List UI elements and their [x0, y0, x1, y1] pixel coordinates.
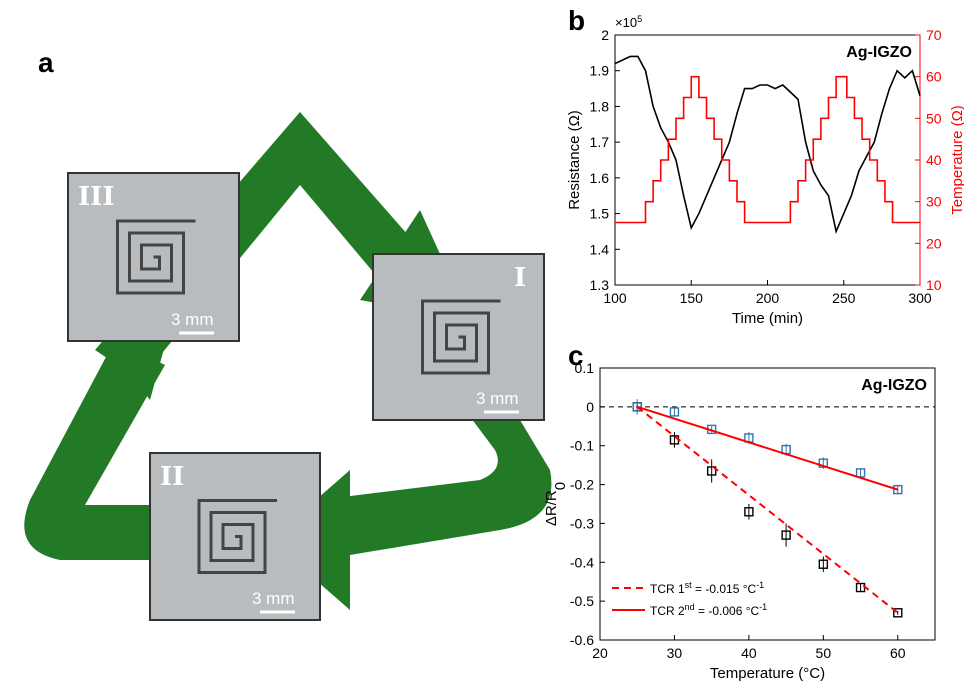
text-part: -1 [759, 602, 767, 612]
photo-label: II [160, 462, 184, 492]
y-tick-label: -0.4 [570, 554, 594, 570]
text-part: 0 [552, 482, 569, 490]
x-tick-label: 50 [816, 645, 832, 661]
x-tick-label: 150 [680, 290, 704, 306]
y2-tick-label: 20 [926, 235, 942, 251]
text-part: TCR 1 [650, 582, 685, 596]
y-tick-label: -0.1 [570, 438, 594, 454]
x-tick-label: 30 [667, 645, 683, 661]
y2-tick-label: 10 [926, 277, 942, 293]
y2-tick-label: 50 [926, 110, 942, 126]
photo-label: I [514, 263, 526, 293]
text-part: 5 [637, 14, 642, 24]
fit-line [637, 407, 898, 490]
y2-tick-label: 60 [926, 69, 942, 85]
y-tick-label: 0.1 [575, 360, 595, 376]
figure: a b c III3 mmI3 mmII3 mm1001502002503001… [0, 0, 964, 686]
scale-label: 3 mm [476, 389, 519, 408]
text-part: -1 [756, 580, 764, 590]
x-tick-label: 250 [832, 290, 856, 306]
text-part: TCR 2 [650, 604, 685, 618]
annotation: Ag-IGZO [846, 44, 912, 61]
plot-frame [600, 368, 935, 640]
series-line [615, 77, 920, 223]
spiral [199, 501, 277, 573]
y-tick-label: 1.9 [590, 63, 610, 79]
y2-tick-label: 70 [926, 27, 942, 43]
x-axis-label: Time (min) [732, 310, 803, 327]
y-tick-label: 1.5 [590, 206, 610, 222]
x-tick-label: 40 [741, 645, 757, 661]
panel-label: b [568, 5, 585, 36]
y-tick-label: 1.7 [590, 134, 610, 150]
x-tick-label: 200 [756, 290, 780, 306]
y-tick-label: 0 [586, 399, 594, 415]
spiral [118, 221, 196, 293]
series-line [615, 56, 920, 231]
y-tick-label: -0.2 [570, 477, 594, 493]
photo-label: III [78, 182, 115, 212]
y-tick-label: 1.3 [590, 277, 610, 293]
x-axis-label: Temperature (°C) [710, 665, 825, 682]
y-tick-label: 1.4 [590, 241, 610, 257]
scale-label: 3 mm [171, 310, 214, 329]
y-tick-label: 1.6 [590, 170, 610, 186]
panel-label: a [38, 47, 54, 78]
y-axis-label: Resistance (Ω) [566, 110, 583, 210]
scale-label: 3 mm [252, 589, 295, 608]
x-tick-label: 20 [592, 645, 608, 661]
y-tick-label: 1.8 [590, 98, 610, 114]
text-part: = -0.015 °C [692, 582, 757, 596]
text-part: ΔR/R [543, 490, 560, 526]
y-tick-label: -0.3 [570, 515, 594, 531]
legend-label: TCR 2nd = -0.006 °C-1 [650, 602, 767, 618]
photo: II 3 mm [150, 453, 320, 620]
text-part: nd [685, 602, 695, 612]
photo: I 3 mm [373, 254, 544, 420]
legend-label: TCR 1st = -0.015 °C-1 [650, 580, 764, 596]
y2-axis-label: Temperature (Ω) [949, 105, 964, 215]
axis-multiplier: ×105 [615, 14, 642, 30]
spiral [423, 301, 501, 373]
annotation: Ag-IGZO [861, 377, 927, 394]
text-part: = -0.006 °C [695, 604, 760, 618]
y-tick-label: -0.5 [570, 593, 594, 609]
x-tick-label: 60 [890, 645, 906, 661]
text-part: ×10 [615, 15, 637, 30]
y2-tick-label: 40 [926, 152, 942, 168]
photo: III 3 mm [68, 173, 239, 341]
y-tick-label: 2 [601, 27, 609, 43]
y2-tick-label: 30 [926, 194, 942, 210]
y-tick-label: -0.6 [570, 632, 594, 648]
